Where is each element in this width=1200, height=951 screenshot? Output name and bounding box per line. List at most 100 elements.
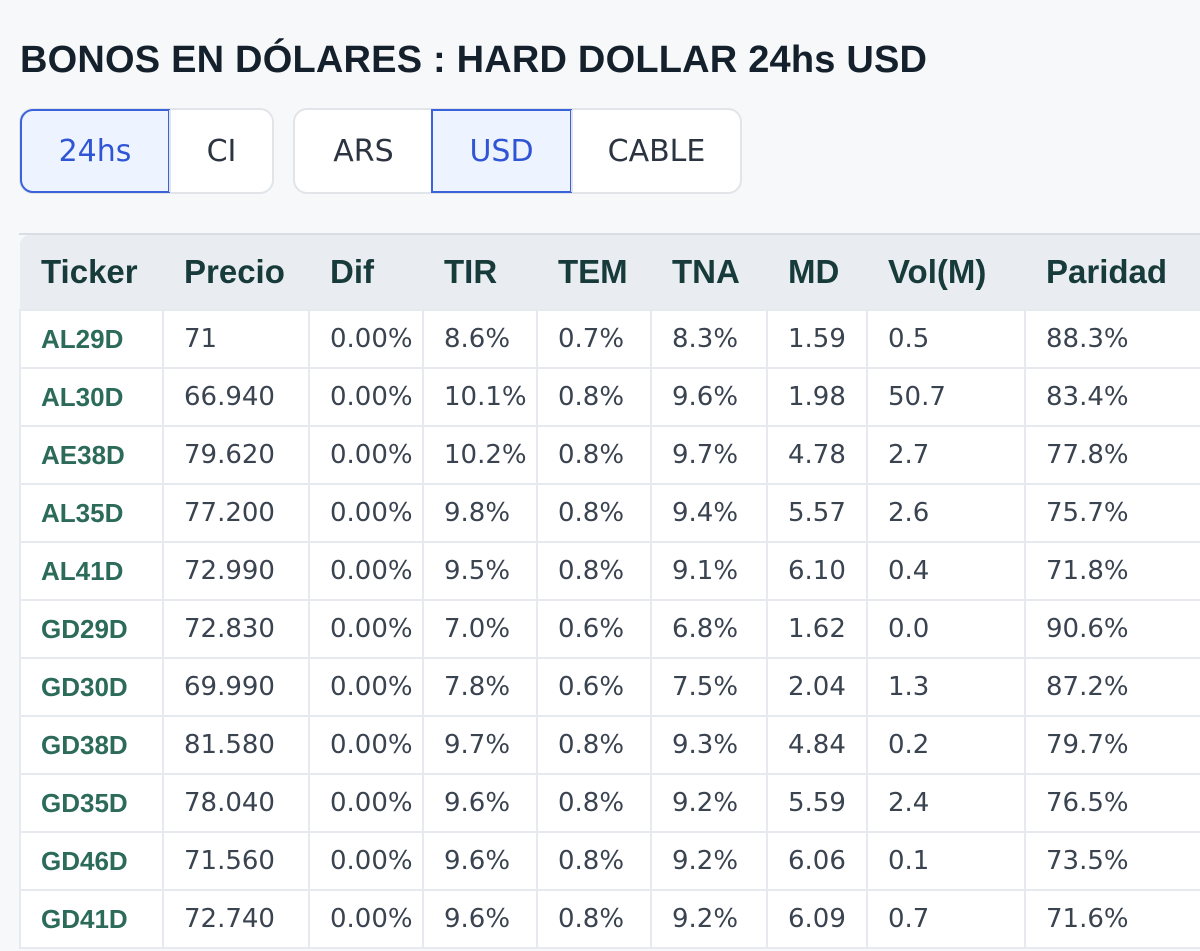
ticker-link[interactable]: GD29D — [19, 599, 164, 659]
ticker-link[interactable]: AE38D — [19, 425, 164, 485]
ticker-link[interactable]: GD41D — [19, 889, 164, 949]
cell-dif: 0.00% — [308, 309, 424, 369]
ticker-link[interactable]: AL29D — [19, 309, 164, 369]
column-header-vol-m[interactable]: Vol(M) — [867, 235, 1025, 310]
cell-tir: 9.8% — [422, 483, 538, 543]
cell-precio: 78.040 — [162, 773, 310, 833]
cell-paridad: 83.4% — [1024, 367, 1200, 427]
cell-vol-m: 0.0 — [866, 599, 1026, 659]
cell-tna: 9.2% — [650, 831, 768, 891]
cell-tem: 0.8% — [536, 425, 652, 485]
table-row[interactable]: AE38D 79.620 0.00% 10.2% 0.8% 9.7% 4.78 2.7 77.8… — [19, 425, 1200, 485]
cell-tem: 0.8% — [536, 773, 652, 833]
cell-dif: 0.00% — [308, 889, 424, 949]
ticker-link[interactable]: GD30D — [19, 657, 164, 717]
ticker-link[interactable]: GD38D — [19, 715, 164, 775]
column-header-tna[interactable]: TNA — [651, 235, 767, 310]
cell-tir: 9.6% — [422, 889, 538, 949]
market-segmented-control: 24hs CI — [19, 108, 274, 194]
cell-vol-m: 50.7 — [866, 367, 1026, 427]
cell-tir: 9.6% — [422, 773, 538, 833]
column-header-tir[interactable]: TIR — [423, 235, 537, 310]
cell-md: 1.98 — [766, 367, 868, 427]
column-header-md[interactable]: MD — [767, 235, 867, 310]
table-row[interactable]: GD35D 78.040 0.00% 9.6% 0.8% 9.2% 5.59 2.4 76.5% — [19, 773, 1200, 833]
cell-tir: 10.1% — [422, 367, 538, 427]
cell-precio: 81.580 — [162, 715, 310, 775]
table-row[interactable]: GD29D 72.830 0.00% 7.0% 0.6% 6.8% 1.62 0.0 90.6% — [19, 599, 1200, 659]
cell-precio: 72.990 — [162, 541, 310, 601]
column-header-dif[interactable]: Dif — [309, 235, 423, 310]
column-header-paridad[interactable]: Paridad — [1025, 235, 1200, 310]
cell-md: 1.59 — [766, 309, 868, 369]
ticker-link[interactable]: AL30D — [19, 367, 164, 427]
cell-vol-m: 0.5 — [866, 309, 1026, 369]
cell-tem: 0.8% — [536, 831, 652, 891]
cell-md: 6.10 — [766, 541, 868, 601]
cell-tna: 9.1% — [650, 541, 768, 601]
cell-paridad: 79.7% — [1024, 715, 1200, 775]
cell-tir: 8.6% — [422, 309, 538, 369]
cell-md: 5.59 — [766, 773, 868, 833]
cell-paridad: 71.6% — [1024, 889, 1200, 949]
table-row[interactable]: GD30D 69.990 0.00% 7.8% 0.6% 7.5% 2.04 1.3 87.2% — [19, 657, 1200, 717]
cell-vol-m: 0.4 — [866, 541, 1026, 601]
ticker-link[interactable]: GD46D — [19, 831, 164, 891]
currency-segmented-control: ARS USD CABLE — [293, 108, 742, 194]
column-header-precio[interactable]: Precio — [163, 235, 309, 310]
table-body: AL29D 71 0.00% 8.6% 0.7% 8.3% 1.59 0.5 88.3% AL30… — [19, 309, 1200, 949]
cell-dif: 0.00% — [308, 831, 424, 891]
ticker-link[interactable]: GD35D — [19, 773, 164, 833]
cell-paridad: 88.3% — [1024, 309, 1200, 369]
cell-md: 6.09 — [766, 889, 868, 949]
cell-tna: 9.6% — [650, 367, 768, 427]
cell-precio: 72.830 — [162, 599, 310, 659]
table-row[interactable]: AL35D 77.200 0.00% 9.8% 0.8% 9.4% 5.57 2.6 75.7% — [19, 483, 1200, 543]
cell-dif: 0.00% — [308, 425, 424, 485]
cell-tir: 9.5% — [422, 541, 538, 601]
cell-vol-m: 2.4 — [866, 773, 1026, 833]
table-row[interactable]: AL30D 66.940 0.00% 10.1% 0.8% 9.6% 1.98 50.7 83.… — [19, 367, 1200, 427]
currency-option-ars[interactable]: ARS — [333, 133, 394, 169]
cell-tem: 0.6% — [536, 599, 652, 659]
cell-paridad: 90.6% — [1024, 599, 1200, 659]
cell-dif: 0.00% — [308, 541, 424, 601]
cell-tem: 0.7% — [536, 309, 652, 369]
ticker-link[interactable]: AL41D — [19, 541, 164, 601]
currency-option-usd[interactable]: USD — [431, 109, 572, 193]
column-header-ticker[interactable]: Ticker — [20, 235, 163, 310]
cell-tir: 9.7% — [422, 715, 538, 775]
ticker-link[interactable]: AL35D — [19, 483, 164, 543]
cell-dif: 0.00% — [308, 773, 424, 833]
cell-tna: 7.5% — [650, 657, 768, 717]
cell-dif: 0.00% — [308, 715, 424, 775]
table-row[interactable]: GD41D 72.740 0.00% 9.6% 0.8% 9.2% 6.09 0.7 71.6% — [19, 889, 1200, 949]
table-row[interactable]: GD38D 81.580 0.00% 9.7% 0.8% 9.3% 4.84 0.2 79.7% — [19, 715, 1200, 775]
table-row[interactable]: AL29D 71 0.00% 8.6% 0.7% 8.3% 1.59 0.5 88.3% — [19, 309, 1200, 369]
page-title: BONOS EN DÓLARES : HARD DOLLAR 24hs USD — [20, 39, 928, 82]
table-row[interactable]: GD46D 71.560 0.00% 9.6% 0.8% 9.2% 6.06 0.1 73.5% — [19, 831, 1200, 891]
cell-md: 1.62 — [766, 599, 868, 659]
cell-vol-m: 0.2 — [866, 715, 1026, 775]
column-header-tem[interactable]: TEM — [537, 235, 651, 310]
cell-dif: 0.00% — [308, 599, 424, 659]
cell-precio: 66.940 — [162, 367, 310, 427]
cell-vol-m: 0.1 — [866, 831, 1026, 891]
cell-paridad: 73.5% — [1024, 831, 1200, 891]
cell-vol-m: 2.7 — [866, 425, 1026, 485]
cell-tem: 0.6% — [536, 657, 652, 717]
cell-tna: 9.3% — [650, 715, 768, 775]
cell-tir: 7.8% — [422, 657, 538, 717]
cell-md: 2.04 — [766, 657, 868, 717]
currency-option-cable[interactable]: CABLE — [571, 110, 740, 192]
bonds-table: Ticker Precio Dif TIR TEM TNA MD Vol(M) Paridad … — [19, 235, 1200, 949]
cell-paridad: 75.7% — [1024, 483, 1200, 543]
cell-vol-m: 2.6 — [866, 483, 1026, 543]
cell-vol-m: 0.7 — [866, 889, 1026, 949]
market-option-ci[interactable]: CI — [169, 110, 272, 192]
cell-precio: 72.740 — [162, 889, 310, 949]
market-option-24hs[interactable]: 24hs — [20, 109, 170, 193]
cell-paridad: 76.5% — [1024, 773, 1200, 833]
table-row[interactable]: AL41D 72.990 0.00% 9.5% 0.8% 9.1% 6.10 0.4 71.8% — [19, 541, 1200, 601]
cell-precio: 71.560 — [162, 831, 310, 891]
